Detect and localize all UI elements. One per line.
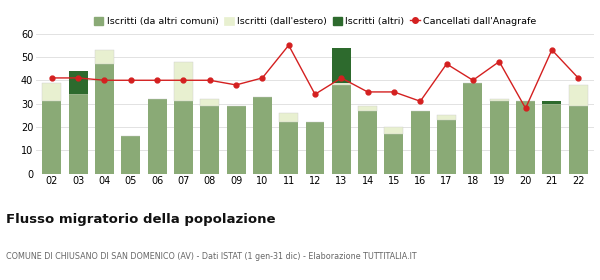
- Bar: [411, 111, 430, 174]
- Bar: [68, 71, 88, 94]
- Bar: [385, 134, 403, 174]
- Legend: Iscritti (da altri comuni), Iscritti (dall'estero), Iscritti (altri), Cancellati: Iscritti (da altri comuni), Iscritti (da…: [94, 17, 536, 26]
- Bar: [569, 106, 587, 174]
- Bar: [437, 115, 456, 120]
- Bar: [516, 101, 535, 174]
- Bar: [68, 94, 88, 174]
- Bar: [174, 62, 193, 101]
- Bar: [253, 97, 272, 174]
- Bar: [95, 50, 114, 64]
- Bar: [279, 113, 298, 122]
- Text: COMUNE DI CHIUSANO DI SAN DOMENICO (AV) - Dati ISTAT (1 gen-31 dic) - Elaborazio: COMUNE DI CHIUSANO DI SAN DOMENICO (AV) …: [6, 252, 416, 261]
- Bar: [200, 106, 219, 174]
- Bar: [43, 83, 61, 101]
- Bar: [358, 111, 377, 174]
- Bar: [305, 122, 325, 174]
- Bar: [200, 99, 219, 106]
- Bar: [227, 106, 245, 174]
- Bar: [463, 83, 482, 174]
- Bar: [332, 85, 351, 174]
- Bar: [332, 48, 351, 83]
- Text: Flusso migratorio della popolazione: Flusso migratorio della popolazione: [6, 213, 275, 226]
- Bar: [542, 104, 562, 174]
- Bar: [43, 101, 61, 174]
- Bar: [358, 106, 377, 111]
- Bar: [174, 101, 193, 174]
- Bar: [542, 101, 562, 104]
- Bar: [332, 83, 351, 85]
- Bar: [95, 64, 114, 174]
- Bar: [490, 101, 509, 174]
- Bar: [437, 120, 456, 174]
- Bar: [490, 99, 509, 101]
- Bar: [569, 85, 587, 106]
- Bar: [279, 122, 298, 174]
- Bar: [385, 127, 403, 134]
- Bar: [148, 99, 167, 174]
- Bar: [121, 136, 140, 174]
